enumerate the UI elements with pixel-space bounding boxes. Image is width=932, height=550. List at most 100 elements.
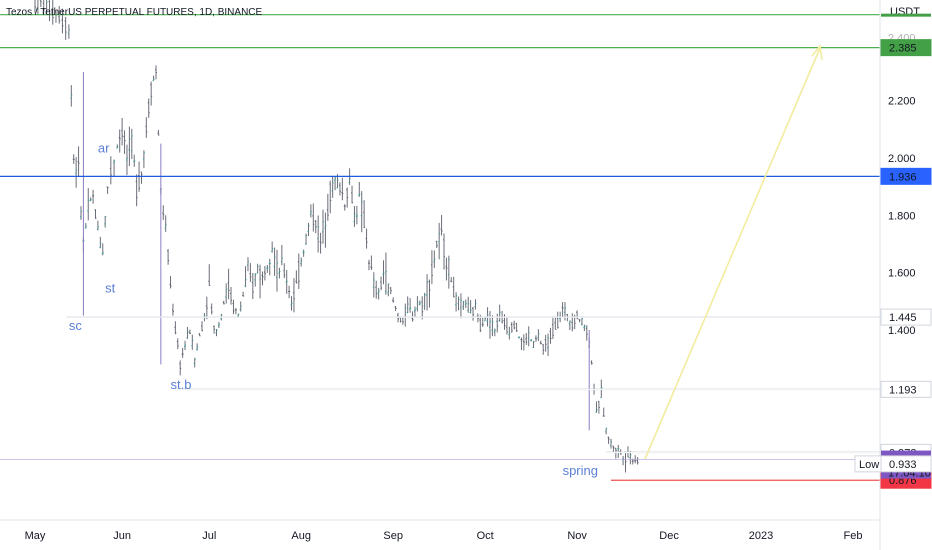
candle [92, 189, 95, 204]
candle [539, 340, 542, 345]
horizontal-levels [0, 14, 880, 481]
candle [406, 296, 409, 314]
candle [273, 247, 276, 276]
candle [145, 117, 148, 138]
candle [174, 321, 177, 335]
candle [48, 0, 51, 22]
candle [530, 339, 533, 342]
candle [438, 222, 441, 260]
candle [520, 337, 523, 351]
candle [334, 176, 337, 191]
candle [481, 317, 484, 327]
candle [278, 267, 281, 279]
candle [409, 298, 412, 313]
candle [205, 296, 208, 320]
level-label-bg [880, 308, 932, 326]
candle [421, 296, 424, 320]
low-marker-value-bg [880, 455, 932, 473]
candle [522, 334, 525, 351]
y-tick-label: 1.400 [888, 325, 916, 337]
candle [578, 318, 581, 323]
candle [464, 299, 467, 308]
candle [343, 204, 346, 211]
candle [271, 241, 274, 253]
level-label-bg [880, 167, 932, 185]
candle [331, 175, 334, 198]
candle [222, 300, 225, 305]
candle [234, 308, 237, 315]
candle [116, 144, 119, 149]
candle [67, 24, 70, 39]
candle [433, 250, 436, 268]
annotation-spring: spring [563, 463, 598, 478]
candle [346, 187, 349, 208]
candle [435, 240, 438, 248]
projection-arrow-line [644, 47, 821, 460]
candle [418, 300, 421, 306]
candle [450, 277, 453, 283]
x-tick-label: Nov [567, 530, 587, 542]
candle [392, 297, 395, 303]
candle [188, 329, 191, 335]
candle [549, 327, 552, 344]
candle [377, 287, 380, 300]
candle [445, 257, 448, 281]
candle [426, 274, 429, 311]
candle [186, 326, 189, 339]
candle [263, 266, 266, 281]
candle [292, 278, 295, 313]
level-label-text: 1.936 [889, 171, 917, 183]
candle [527, 326, 530, 347]
level-label-text: 1.445 [889, 312, 917, 324]
low-marker: Low 0.933 [854, 455, 932, 473]
level-label-bg [880, 380, 932, 398]
candle [297, 253, 300, 290]
candle [590, 360, 593, 365]
x-axis-ticks[interactable]: May Jun Jul Aug Sep Oct Nov Dec 2023 Feb [25, 530, 863, 542]
candle [542, 343, 545, 355]
candle [196, 343, 199, 351]
candle [244, 266, 247, 288]
candle [462, 300, 465, 310]
candle [307, 222, 310, 237]
candle [467, 296, 470, 313]
candle [193, 357, 196, 368]
candle [513, 320, 516, 330]
candle [213, 325, 216, 334]
level-label-top-green [881, 13, 931, 17]
candle [605, 427, 608, 435]
candle [321, 209, 324, 244]
candle [288, 285, 291, 299]
candle [326, 193, 329, 221]
candle [200, 321, 203, 332]
candle [636, 457, 639, 465]
candle [609, 438, 612, 449]
candle [232, 299, 235, 315]
candle [459, 293, 462, 319]
annotation-stb: st.b [171, 377, 192, 392]
candle [300, 257, 303, 267]
y-tick-label: 1.600 [888, 268, 916, 280]
price-labels: 2.3851.9361.4451.1930.9730.8760.94817:04… [854, 13, 932, 489]
candle [261, 271, 264, 286]
candle [505, 317, 508, 335]
candle [42, 0, 45, 15]
candle [585, 325, 588, 341]
candlestick-series [0, 0, 880, 473]
candle [280, 244, 283, 266]
candle [472, 306, 475, 321]
candle [118, 129, 121, 153]
candle [87, 188, 90, 221]
candle [72, 154, 75, 164]
candle [147, 98, 150, 118]
candle [595, 401, 598, 413]
candle [554, 316, 557, 330]
candle [181, 347, 184, 358]
candle [488, 311, 491, 339]
candle [239, 301, 242, 312]
x-tick-label: Feb [844, 530, 863, 542]
candle [380, 276, 383, 291]
candle [474, 299, 477, 310]
